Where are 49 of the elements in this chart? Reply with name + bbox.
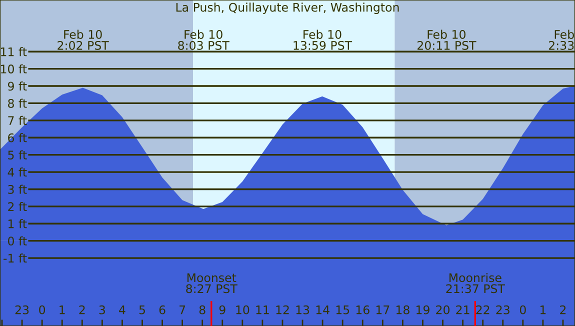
x-tick-label: 11 (256, 306, 269, 314)
annotation: Feb 10 8:03 PST (178, 30, 230, 50)
ref-line-label: Moonrise 21:37 PST (446, 273, 505, 294)
y-tick-label: 2 ft (8, 202, 27, 211)
x-tick-label: 3 (99, 305, 105, 314)
x-tick-label: 14 (316, 306, 330, 314)
x-tick-label: 4 (119, 306, 126, 314)
x-tick-label: 13 (296, 305, 310, 314)
x-tick-label: 20 (436, 305, 450, 314)
x-tick-label: 7 (180, 306, 186, 314)
y-tick-label: 3 ft (8, 184, 27, 194)
annotation: Feb 2:33 (548, 30, 574, 50)
ref-line-label: Moonset 8:27 PST (186, 273, 238, 294)
x-tick-label: 19 (416, 305, 430, 314)
annotation: Feb 10 2:02 PST (58, 30, 109, 50)
y-tick-label: 10 ft (1, 64, 27, 74)
y-tick-label: 9 ft (8, 82, 27, 91)
x-tick-label: 17 (376, 306, 390, 314)
x-tick-label: 5 (139, 306, 145, 314)
x-tick-label: 18 (396, 305, 410, 314)
x-tick-label: 1 (540, 306, 546, 314)
x-tick-label: 6 (159, 305, 166, 314)
x-tick-label: 0 (39, 305, 46, 314)
x-tick-label: 21 (456, 305, 470, 314)
x-tick-label: 9 (219, 305, 226, 314)
y-tick-label: 4 ft (8, 168, 27, 177)
x-tick-label: 8 (199, 305, 206, 314)
y-tick-label: -1 ft (4, 254, 27, 263)
x-tick-label: 23 (496, 305, 510, 314)
x-tick-label: 2 (560, 305, 566, 314)
y-tick-label: 11 ft (1, 47, 27, 56)
y-tick-label: 5 ft (8, 150, 27, 160)
y-tick-label: 6 ft (8, 133, 27, 142)
x-tick-label: 12 (276, 305, 289, 314)
x-tick-label: 15 (336, 306, 350, 314)
x-tick-label: 23 (15, 305, 29, 314)
annotation: Feb 10 13:59 PST (294, 30, 352, 50)
y-tick-label: 7 ft (8, 116, 27, 125)
x-tick-label: 1 (60, 306, 65, 314)
chart-title: La Push, Quillayute River, Washington (176, 2, 399, 14)
annotation: Feb 10 20:11 PST (418, 30, 476, 50)
y-tick-label: 8 ft (8, 98, 27, 108)
x-tick-label: 22 (476, 305, 490, 314)
x-tick-label: 2 (79, 305, 85, 314)
y-tick-label: 1 ft (8, 219, 27, 228)
x-tick-label: 16 (356, 305, 370, 314)
x-tick-label: 0 (520, 305, 526, 314)
y-tick-label: 0 ft (8, 236, 27, 246)
x-tick-label: 10 (236, 305, 250, 314)
